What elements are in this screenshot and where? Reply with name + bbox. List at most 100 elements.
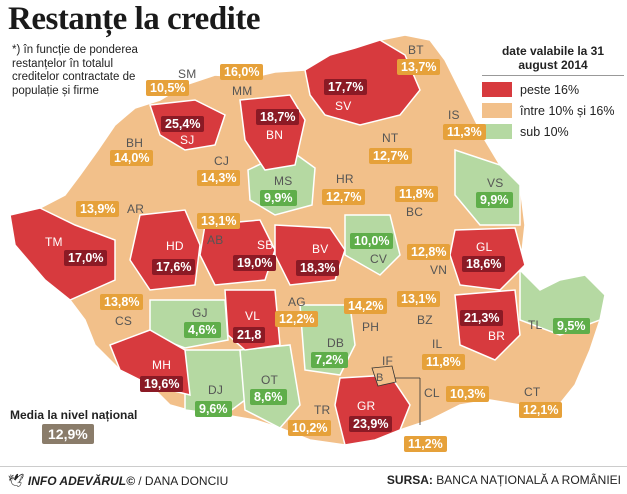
legend-label-high: peste 16%: [520, 82, 580, 97]
county-code-ar: AR: [127, 202, 145, 216]
county-code-if: IF: [382, 354, 394, 368]
county-code-vl: VL: [245, 309, 261, 323]
county-value-ms: 9,9%: [260, 190, 297, 206]
county-value-ar: 13,9%: [76, 201, 120, 217]
county-code-dj: DJ: [208, 383, 224, 397]
county-code-tl: TL: [528, 318, 543, 332]
legend-label-low: sub 10%: [520, 124, 569, 139]
county-value-cl: 10,3%: [446, 386, 490, 402]
county-code-gr: GR: [357, 399, 376, 413]
county-area-b: [371, 365, 397, 387]
county-area-dj: [184, 349, 246, 416]
county-code-b: B: [376, 372, 384, 384]
county-code-db: DB: [327, 336, 345, 350]
county-code-ag: AG: [288, 295, 306, 309]
county-value-mh: 19,6%: [140, 376, 184, 392]
legend: date valabile la 31 august 2014 peste 16…: [482, 44, 624, 139]
county-value-tr: 10,2%: [288, 420, 332, 436]
county-code-gl: GL: [476, 240, 493, 254]
county-value-bc: 11,8%: [395, 186, 438, 202]
county-code-ct: CT: [524, 385, 541, 399]
county-value-hr: 12,7%: [322, 189, 366, 205]
county-value-cj: 14,3%: [197, 170, 241, 186]
county-code-bn: BN: [266, 128, 284, 142]
source-value: BANCA NAȚIONALĂ A ROMÂNIEI: [432, 473, 621, 487]
county-value-bt: 13,7%: [397, 59, 441, 75]
county-value-tl: 9,5%: [553, 318, 590, 334]
county-code-hd: HD: [166, 239, 184, 253]
county-code-ot: OT: [261, 373, 279, 387]
county-code-bh: BH: [126, 136, 144, 150]
county-code-ab: AB: [207, 233, 224, 247]
county-code-bv: BV: [312, 242, 329, 256]
county-value-ot: 8,6%: [250, 389, 287, 405]
county-value-db: 7,2%: [311, 352, 348, 368]
county-value-bn: 18,7%: [256, 109, 300, 125]
county-code-cv: CV: [370, 252, 388, 266]
county-area-sb: [199, 219, 276, 286]
county-area-ot: [239, 344, 301, 429]
county-value-ag: 12,2%: [275, 311, 319, 327]
county-value-tm: 17,0%: [64, 250, 108, 266]
county-value-mm: 16,0%: [220, 64, 264, 80]
source: SURSA: BANCA NAȚIONALĂ A ROMÂNIEI: [387, 473, 621, 487]
county-value-ct: 12,1%: [519, 402, 563, 418]
legend-item-mid: între 10% și 16%: [482, 103, 624, 118]
credit-author: / DANA DONCIU: [134, 474, 229, 488]
legend-swatch-low: [482, 124, 512, 139]
county-value-gl: 18,6%: [462, 256, 506, 272]
county-code-sv: SV: [335, 99, 352, 113]
county-code-br: BR: [488, 329, 506, 343]
county-value-ph: 14,2%: [344, 298, 388, 314]
county-code-ph: PH: [362, 320, 380, 334]
county-value-gj: 4,6%: [184, 322, 221, 338]
county-code-bz: BZ: [417, 313, 433, 327]
county-code-vn: VN: [430, 263, 448, 277]
legend-label-mid: între 10% și 16%: [520, 103, 615, 118]
county-value-hd: 17,6%: [152, 259, 196, 275]
bird-logo-icon: 🕊: [8, 473, 25, 488]
county-code-mm: MM: [232, 84, 253, 98]
county-value-sm: 10,5%: [146, 80, 190, 96]
county-value-sj: 25,4%: [161, 116, 205, 132]
county-code-sb: SB: [257, 238, 274, 252]
source-label: SURSA:: [386, 473, 433, 487]
footer: 🕊 INFO ADEVĂRUL© / DANA DONCIU SURSA: BA…: [0, 466, 627, 494]
county-area-bv: [274, 224, 346, 286]
legend-swatch-mid: [482, 103, 512, 118]
county-value-nt: 12,7%: [369, 148, 413, 164]
credit-brand: INFO ADEVĂRUL©: [27, 474, 135, 488]
county-value-br: 21,3%: [460, 310, 504, 326]
county-value-sv: 17,7%: [324, 79, 368, 95]
county-code-tm: TM: [45, 235, 63, 249]
county-code-nt: NT: [382, 131, 399, 145]
county-value-ab: 13,1%: [197, 213, 241, 229]
national-average-label: Media la nivel național: [10, 408, 138, 422]
legend-title: date valabile la 31 august 2014: [482, 44, 624, 76]
county-code-il: IL: [432, 337, 443, 351]
county-value-is: 11,3%: [443, 124, 486, 140]
county-value-cv: 10,0%: [350, 233, 394, 249]
county-code-sj: SJ: [180, 133, 195, 147]
county-value-gr: 23,9%: [349, 416, 393, 432]
national-average-value: 12,9%: [42, 424, 94, 444]
legend-swatch-high: [482, 82, 512, 97]
county-code-vs: VS: [487, 176, 504, 190]
county-code-cj: CJ: [214, 154, 230, 168]
county-value-bh: 14,0%: [110, 150, 154, 166]
county-value-bv: 18,3%: [296, 260, 340, 276]
county-value-b: 11,2%: [404, 436, 447, 452]
county-code-ms: MS: [274, 174, 293, 188]
county-value-vl: 21,8: [233, 327, 266, 343]
county-code-tr: TR: [314, 403, 331, 417]
credit: 🕊 INFO ADEVĂRUL© / DANA DONCIU: [8, 473, 228, 489]
county-value-bz: 13,1%: [397, 291, 441, 307]
county-value-cs: 13,8%: [100, 294, 144, 310]
county-value-il: 11,8%: [422, 354, 465, 370]
page-title: Restanțe la credite: [8, 1, 260, 37]
county-value-sb: 19,0%: [233, 255, 277, 271]
county-code-bc: BC: [406, 205, 424, 219]
county-code-is: IS: [448, 108, 460, 122]
county-code-bt: BT: [408, 43, 424, 57]
county-code-gj: GJ: [192, 306, 208, 320]
